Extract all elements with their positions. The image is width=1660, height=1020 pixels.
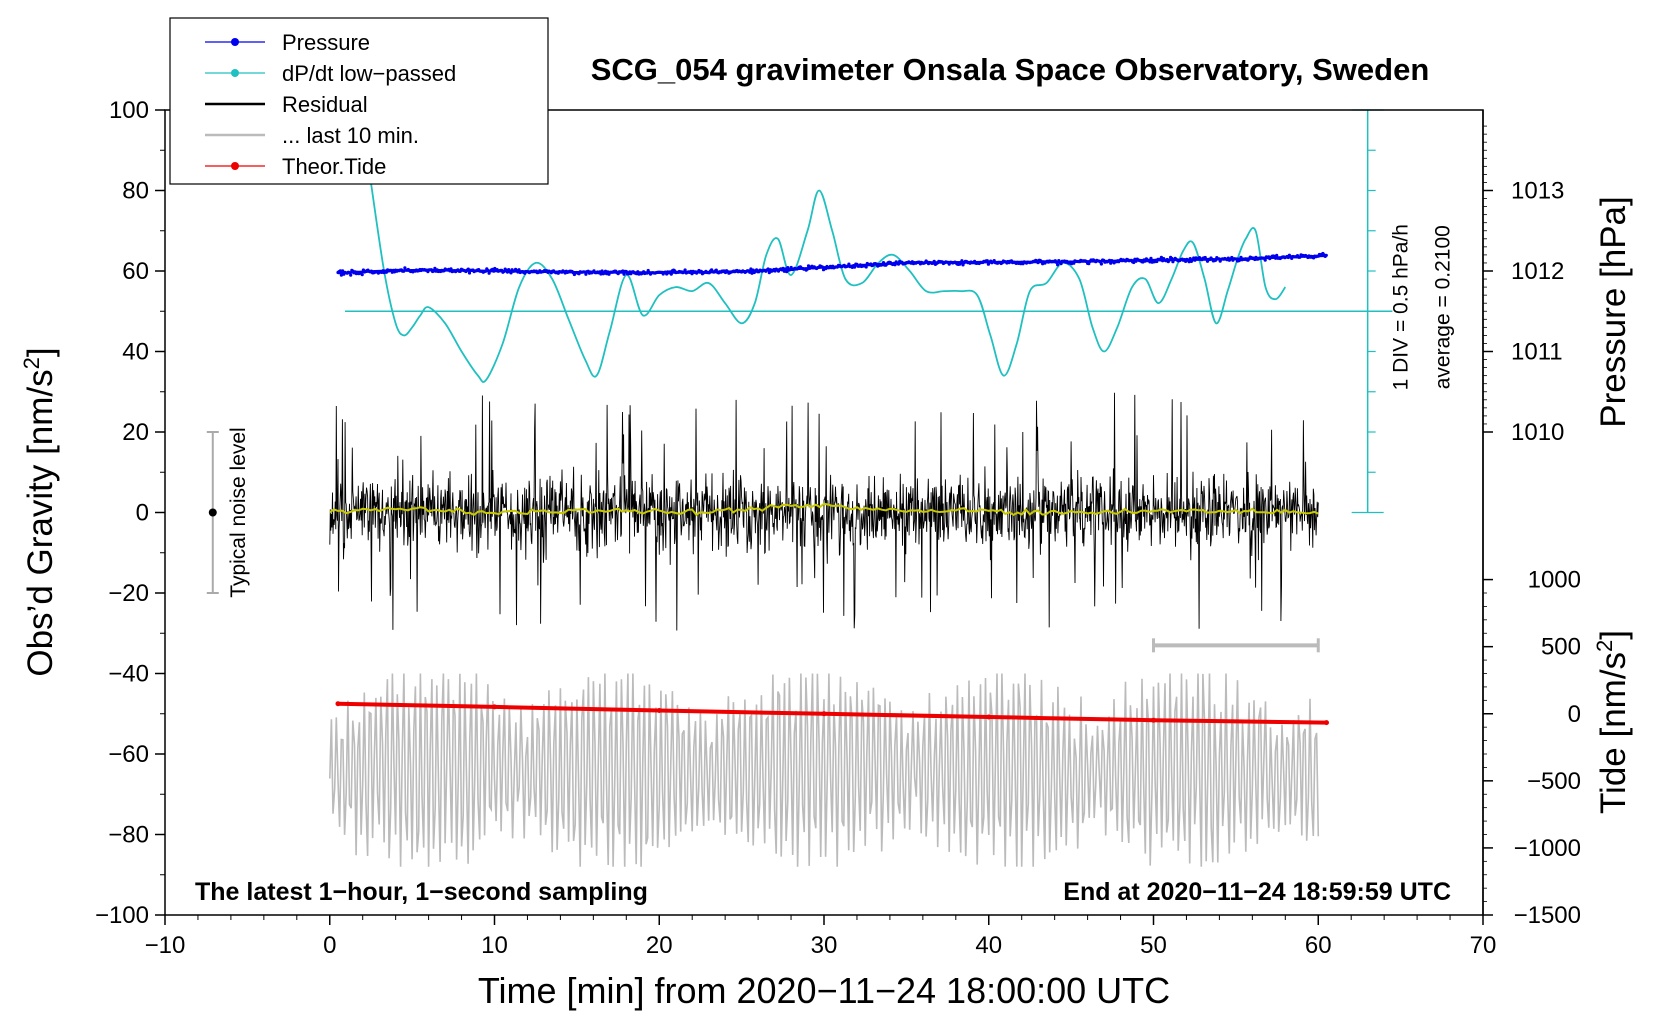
pressure-point	[683, 268, 687, 272]
legend-label: Pressure	[282, 30, 370, 55]
tide-point	[335, 701, 341, 707]
axes: −10 0 10 20 30 40 50 60 70100806040200−20−40−60−…	[95, 97, 1581, 959]
pressure-tick-label: 1010	[1511, 419, 1564, 446]
legend: Pressure dP/dt low−passed Residual ... last…	[169, 17, 549, 185]
pressure-tick-label: 1013	[1511, 178, 1564, 205]
footer-left-note: The latest 1−hour, 1−second sampling	[195, 878, 648, 906]
tide-label-sup: 2	[1592, 640, 1617, 652]
pressure-point	[584, 272, 588, 276]
last-10-min-series	[329, 673, 1320, 867]
tide-tick-label: 500	[1541, 634, 1581, 661]
gravity-label-sup: 2	[19, 357, 44, 369]
pressure-tick-label: 1012	[1511, 258, 1564, 285]
pressure-point	[1109, 261, 1113, 265]
legend-marker	[231, 38, 239, 46]
noise-center-dot	[208, 508, 217, 517]
y-tick-label: −20	[108, 580, 149, 607]
legend-box	[169, 17, 549, 185]
last-10-min-line	[329, 673, 1320, 867]
x-tick-label: 40	[975, 932, 1002, 959]
tide-label-main: Tide [nm/s	[1594, 652, 1633, 814]
legend-marker	[231, 162, 239, 170]
y-tick-label: 20	[122, 419, 149, 446]
x-tick-label: 20	[646, 932, 673, 959]
x-tick-label: 50	[1140, 932, 1167, 959]
noise-label: Typical noise level	[227, 427, 250, 597]
footer-right-note: End at 2020−11−24 18:59:59 UTC	[1063, 878, 1451, 906]
y-tick-label: 60	[122, 258, 149, 285]
x-tick-label: −10	[145, 932, 186, 959]
pressure-tick-label: 1011	[1511, 339, 1563, 366]
pressure-point	[785, 270, 789, 274]
y-axis-label-gravity: Obs’d Gravity [nm/s2]	[19, 347, 60, 676]
legend-marker	[231, 69, 239, 77]
gravity-label-main: Obs’d Gravity [nm/s	[21, 369, 60, 676]
tide-point	[821, 711, 827, 717]
pressure-series	[336, 251, 1328, 277]
y-axis-label-tide: Tide [nm/s2]	[1592, 630, 1633, 814]
pressure-point	[1099, 262, 1103, 266]
pressure-point	[467, 271, 472, 275]
x-tick-label: 60	[1305, 932, 1332, 959]
tide-tick-label: −500	[1527, 768, 1581, 795]
chart-title: SCG_054 gravimeter Onsala Space Observat…	[591, 52, 1430, 87]
tide-tick-label: 0	[1568, 701, 1581, 728]
tide-label-close: ]	[1594, 630, 1633, 640]
residual-smoothed-series	[329, 502, 1319, 517]
y-tick-label: −40	[108, 661, 149, 688]
legend-label: dP/dt low−passed	[282, 61, 456, 86]
annotations: Typical noise level	[206, 427, 1320, 653]
legend-entries: Pressure dP/dt low−passed Residual ... last…	[205, 30, 456, 179]
y-tick-label: −100	[95, 902, 149, 929]
legend-label: Residual	[282, 92, 368, 117]
y-axis-label-pressure: Pressure [hPa]	[1594, 196, 1633, 428]
pressure-point	[1056, 263, 1060, 267]
legend-label: Theor.Tide	[282, 154, 386, 179]
y-tick-label: −80	[108, 822, 149, 849]
residual-smoothed-line	[329, 502, 1319, 517]
tide-point	[1323, 720, 1329, 726]
y-tick-label: 80	[122, 178, 149, 205]
pressure-point	[339, 273, 343, 277]
pressure-point	[1263, 258, 1267, 262]
x-tick-label: 70	[1470, 932, 1497, 959]
tide-tick-label: 1000	[1528, 567, 1581, 594]
legend-label: ... last 10 min.	[282, 123, 419, 148]
tide-tick-label: −1500	[1514, 902, 1581, 929]
tide-point	[492, 704, 497, 710]
theoretical-tide-series	[335, 701, 1329, 726]
pressure-point	[360, 273, 364, 277]
residual-series	[329, 392, 1319, 631]
x-tick-label: 10	[481, 932, 508, 959]
x-axis-label: Time [min] from 2020−11−24 18:00:00 UTC	[478, 970, 1170, 1011]
tide-point	[1151, 717, 1156, 723]
pressure-point	[349, 273, 353, 277]
x-tick-label: 30	[811, 932, 838, 959]
y-tick-label: −60	[108, 741, 149, 768]
dpdt-scale-label: 1 DIV = 0.5 hPa/h	[1390, 224, 1413, 390]
gravity-label-close: ]	[21, 347, 60, 357]
dpdt-series	[370, 182, 1287, 383]
y-tick-label: 40	[122, 339, 149, 366]
y-tick-label: 0	[136, 500, 149, 527]
pressure-point	[1275, 253, 1279, 257]
tide-tick-label: −1000	[1514, 835, 1581, 862]
tide-point	[656, 708, 662, 714]
dpdt-average-label: average = 0.2100	[1432, 225, 1455, 389]
pressure-trend-line	[337, 254, 1327, 275]
residual-line	[329, 392, 1319, 631]
dpdt-line	[370, 182, 1287, 383]
x-tick-label: 0	[323, 932, 336, 959]
y-tick-label: 100	[109, 97, 149, 124]
tide-point	[986, 714, 992, 720]
